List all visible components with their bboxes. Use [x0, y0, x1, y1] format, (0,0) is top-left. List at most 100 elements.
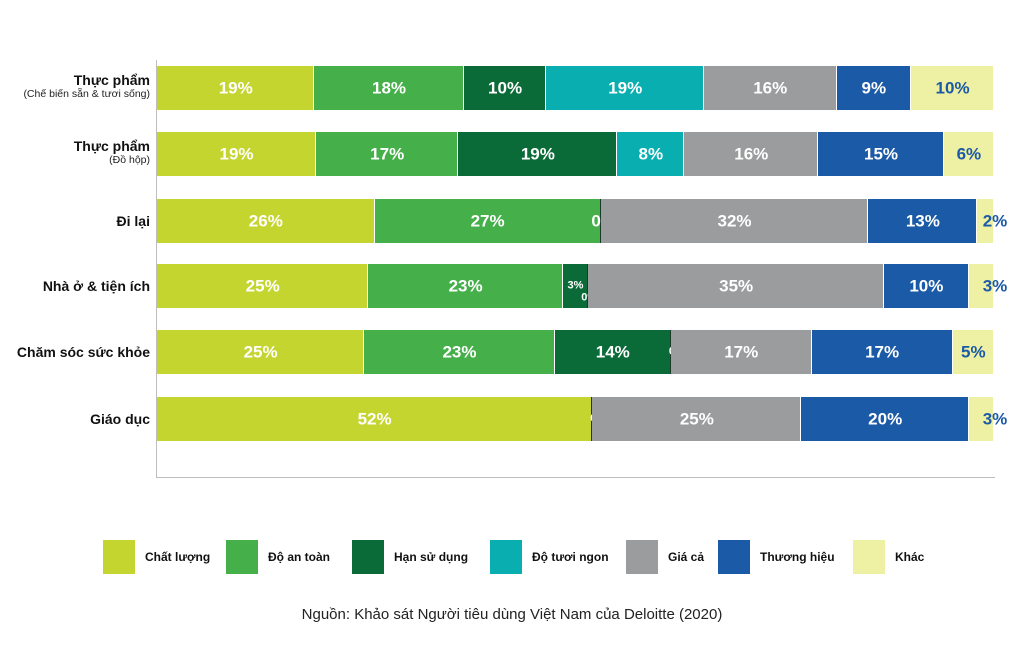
data-label: 14%: [595, 342, 630, 362]
bar-segment: [868, 199, 978, 243]
bar-segment: [911, 66, 994, 110]
data-label: 3%: [982, 409, 1008, 429]
category-label-main: Đi lại: [116, 213, 150, 229]
data-label: 16%: [753, 78, 788, 98]
category-label: Nhà ở & tiện ích: [43, 278, 150, 294]
bar-segment: [811, 330, 953, 374]
bar-segment: [684, 132, 819, 176]
bar-segment: [463, 66, 547, 110]
bar-segment: [374, 199, 601, 243]
data-label: 25%: [245, 276, 280, 296]
data-label: 19%: [218, 78, 253, 98]
bar-segment: [157, 199, 375, 243]
bar-segment: [977, 199, 994, 243]
category-label-main: Nhà ở & tiện ích: [42, 278, 150, 294]
data-label: 17%: [865, 342, 900, 362]
bar-segment: [157, 132, 317, 176]
legend-label: Hạn sử dụng: [394, 550, 469, 564]
data-label: 25%: [243, 342, 278, 362]
legend-item: Giá cả: [626, 540, 704, 574]
legend-swatch: [103, 540, 135, 574]
category-label: Chăm sóc sức khỏe: [17, 344, 150, 360]
legend-item: Thương hiệu: [718, 540, 835, 574]
data-label: 15%: [863, 144, 899, 164]
data-label: 10%: [488, 78, 523, 98]
data-label: 2%: [982, 211, 1008, 231]
legend-item: Hạn sử dụng: [352, 540, 468, 574]
data-label: 9%: [861, 78, 887, 98]
bar-segment: [670, 330, 812, 374]
data-label: 17%: [724, 342, 759, 362]
data-label: 6%: [956, 144, 982, 164]
legend-label: Thương hiệu: [760, 550, 835, 564]
data-label: 26%: [248, 211, 283, 231]
category-label-sub: (Đồ hộp): [109, 154, 150, 166]
y-axis-line: [156, 60, 157, 478]
legend-item: Khác: [853, 540, 924, 574]
legend-swatch: [626, 540, 658, 574]
data-label: 18%: [372, 78, 407, 98]
legend-label: Chất lượng: [145, 550, 211, 564]
data-label: 52%: [357, 409, 392, 429]
legend-swatch: [226, 540, 258, 574]
category-label-main: Thực phẩm: [73, 72, 150, 88]
category-label: Đi lại: [117, 213, 150, 229]
bar-segment: [592, 397, 802, 441]
category-label-main: Chăm sóc sức khỏe: [16, 344, 150, 360]
legend-swatch: [718, 540, 750, 574]
data-label: 32%: [717, 211, 752, 231]
bar-segment: [617, 132, 685, 176]
bar-segment: [818, 132, 944, 176]
data-label: 10%: [935, 78, 970, 98]
data-label: 23%: [448, 276, 483, 296]
category-label-main: Thực phẩm: [73, 138, 150, 154]
legend-item: Độ tươi ngon: [490, 540, 609, 574]
bar-segment: [968, 264, 994, 308]
category-label: Thực phẩm (Chế biến sẵn & tươi sống): [23, 72, 150, 101]
data-label: 19%: [520, 144, 555, 164]
data-label: 25%: [679, 409, 714, 429]
data-label: 27%: [470, 211, 505, 231]
bar-segment: [801, 397, 969, 441]
legend-item: Chất lượng: [103, 540, 210, 574]
data-label: 16%: [734, 144, 769, 164]
bar-segment: [968, 397, 994, 441]
bar-segment: [316, 132, 459, 176]
category-label-main: Giáo dục: [90, 411, 150, 427]
bar-segment: [952, 330, 994, 374]
bar-segment: [157, 397, 593, 441]
data-label: 35%: [719, 276, 754, 296]
bar-segment: [546, 66, 704, 110]
bar-segment: [600, 199, 869, 243]
data-label: 5%: [960, 342, 986, 362]
legend-label: Khác: [895, 550, 925, 564]
data-label: 19%: [219, 144, 254, 164]
bar-segment: [836, 66, 912, 110]
data-label: 17%: [370, 144, 405, 164]
legend-swatch: [352, 540, 384, 574]
bar-segment: [314, 66, 464, 110]
data-label: 19%: [608, 78, 643, 98]
data-label: 23%: [442, 342, 477, 362]
legend-label: Độ tươi ngon: [532, 550, 609, 564]
source-note: Nguồn: Khảo sát Người tiêu dùng Việt Nam…: [301, 606, 723, 623]
legend-swatch: [490, 540, 522, 574]
data-label: 20%: [868, 409, 903, 429]
category-label: Thực phẩm (Đồ hộp): [74, 138, 150, 167]
data-label: 10%: [909, 276, 944, 296]
legend-swatch: [853, 540, 885, 574]
bar-segment: [157, 66, 315, 110]
bar-segment: [157, 330, 365, 374]
bar-segment: [458, 132, 618, 176]
x-axis-line: [156, 477, 995, 478]
bar-segment: [157, 264, 369, 308]
legend-item: Độ an toàn: [226, 540, 330, 574]
category-label: Giáo dục: [90, 411, 150, 427]
bar-segment: [943, 132, 994, 176]
data-label: 3%: [982, 276, 1008, 296]
data-label: 13%: [905, 211, 940, 231]
data-label: 3%: [567, 279, 584, 292]
bar-segment: [368, 264, 563, 308]
bar-segment: [588, 264, 885, 308]
